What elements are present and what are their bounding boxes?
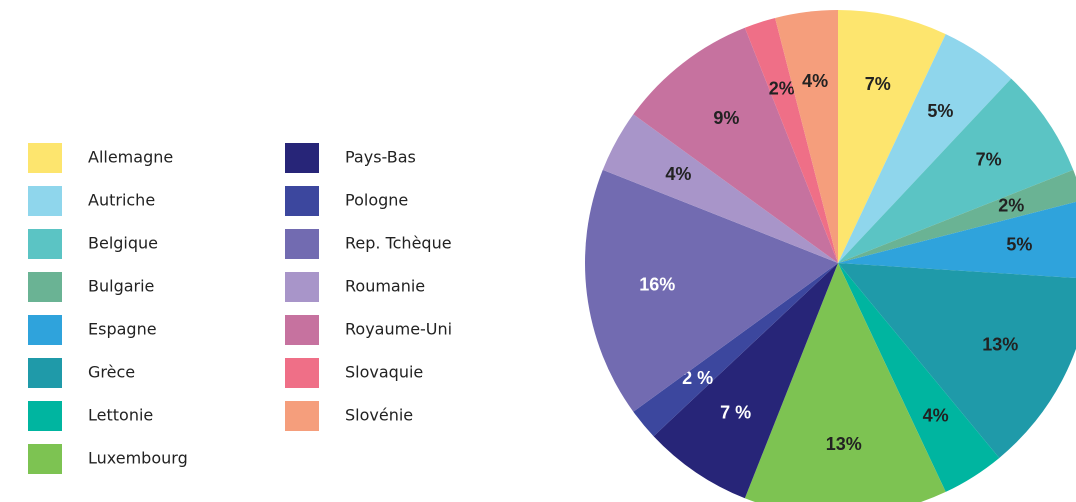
legend-label: Allemagne bbox=[88, 148, 173, 167]
legend-swatch bbox=[28, 315, 62, 345]
slice-label: 5% bbox=[927, 101, 953, 121]
slice-label: 9% bbox=[713, 108, 739, 128]
slice-label: 4% bbox=[923, 406, 949, 426]
pie-slice bbox=[838, 263, 1000, 492]
legend-label: Royaume-Uni bbox=[345, 320, 452, 339]
pie-slice bbox=[838, 78, 1074, 263]
legend-label: Pologne bbox=[345, 191, 408, 210]
legend-swatch bbox=[28, 358, 62, 388]
pie-slice bbox=[602, 114, 838, 263]
legend-label: Pays-Bas bbox=[345, 148, 416, 167]
legend-label: Rep. Tchèque bbox=[345, 234, 452, 253]
legend-label: Espagne bbox=[88, 320, 157, 339]
pie-slice bbox=[633, 27, 838, 264]
slice-label: 16% bbox=[639, 275, 675, 295]
slice-label: 5% bbox=[1006, 235, 1032, 255]
legend-swatch bbox=[28, 186, 62, 216]
pie-slice bbox=[633, 263, 838, 437]
legend-swatch bbox=[28, 401, 62, 431]
legend-swatch bbox=[285, 401, 319, 431]
slice-label: 7% bbox=[976, 149, 1002, 169]
legend-label: Bulgarie bbox=[88, 277, 154, 296]
slice-label: 2 % bbox=[682, 368, 713, 388]
slice-label: 13% bbox=[826, 434, 862, 454]
legend-label: Lettonie bbox=[88, 406, 153, 425]
legend-label: Grèce bbox=[88, 363, 135, 382]
slice-label: 7% bbox=[865, 74, 891, 94]
slice-label: 13% bbox=[982, 334, 1018, 354]
pie-slice bbox=[775, 10, 838, 263]
slice-label: 4% bbox=[802, 71, 828, 91]
slice-label: 2% bbox=[998, 195, 1024, 215]
pie-slice bbox=[838, 34, 1012, 264]
pie-slice bbox=[653, 263, 838, 499]
legend-swatch bbox=[28, 444, 62, 474]
legend-swatch bbox=[285, 143, 319, 173]
legend-swatch bbox=[28, 143, 62, 173]
pie-slice bbox=[744, 17, 838, 264]
slice-label: 7 % bbox=[720, 402, 751, 422]
slice-label: 2% bbox=[769, 79, 795, 99]
legend-label: Autriche bbox=[88, 191, 155, 210]
legend-label: Slovénie bbox=[345, 406, 413, 425]
legend-label: Slovaquie bbox=[345, 363, 423, 382]
pie-slice bbox=[838, 263, 1076, 458]
legend-swatch bbox=[285, 315, 319, 345]
legend-label: Luxembourg bbox=[88, 449, 188, 468]
legend-swatch bbox=[285, 186, 319, 216]
legend-swatch bbox=[285, 358, 319, 388]
legend-swatch bbox=[28, 272, 62, 302]
legend-swatch bbox=[285, 229, 319, 259]
pie-slice bbox=[838, 169, 1076, 263]
legend-swatch bbox=[28, 229, 62, 259]
pie-slice bbox=[744, 263, 946, 502]
slice-label: 4% bbox=[665, 164, 691, 184]
legend-label: Roumanie bbox=[345, 277, 425, 296]
legend-swatch bbox=[285, 272, 319, 302]
pie-slice bbox=[838, 10, 946, 263]
legend-label: Belgique bbox=[88, 234, 158, 253]
pie-slice bbox=[585, 169, 838, 412]
pie-slice bbox=[838, 201, 1076, 278]
